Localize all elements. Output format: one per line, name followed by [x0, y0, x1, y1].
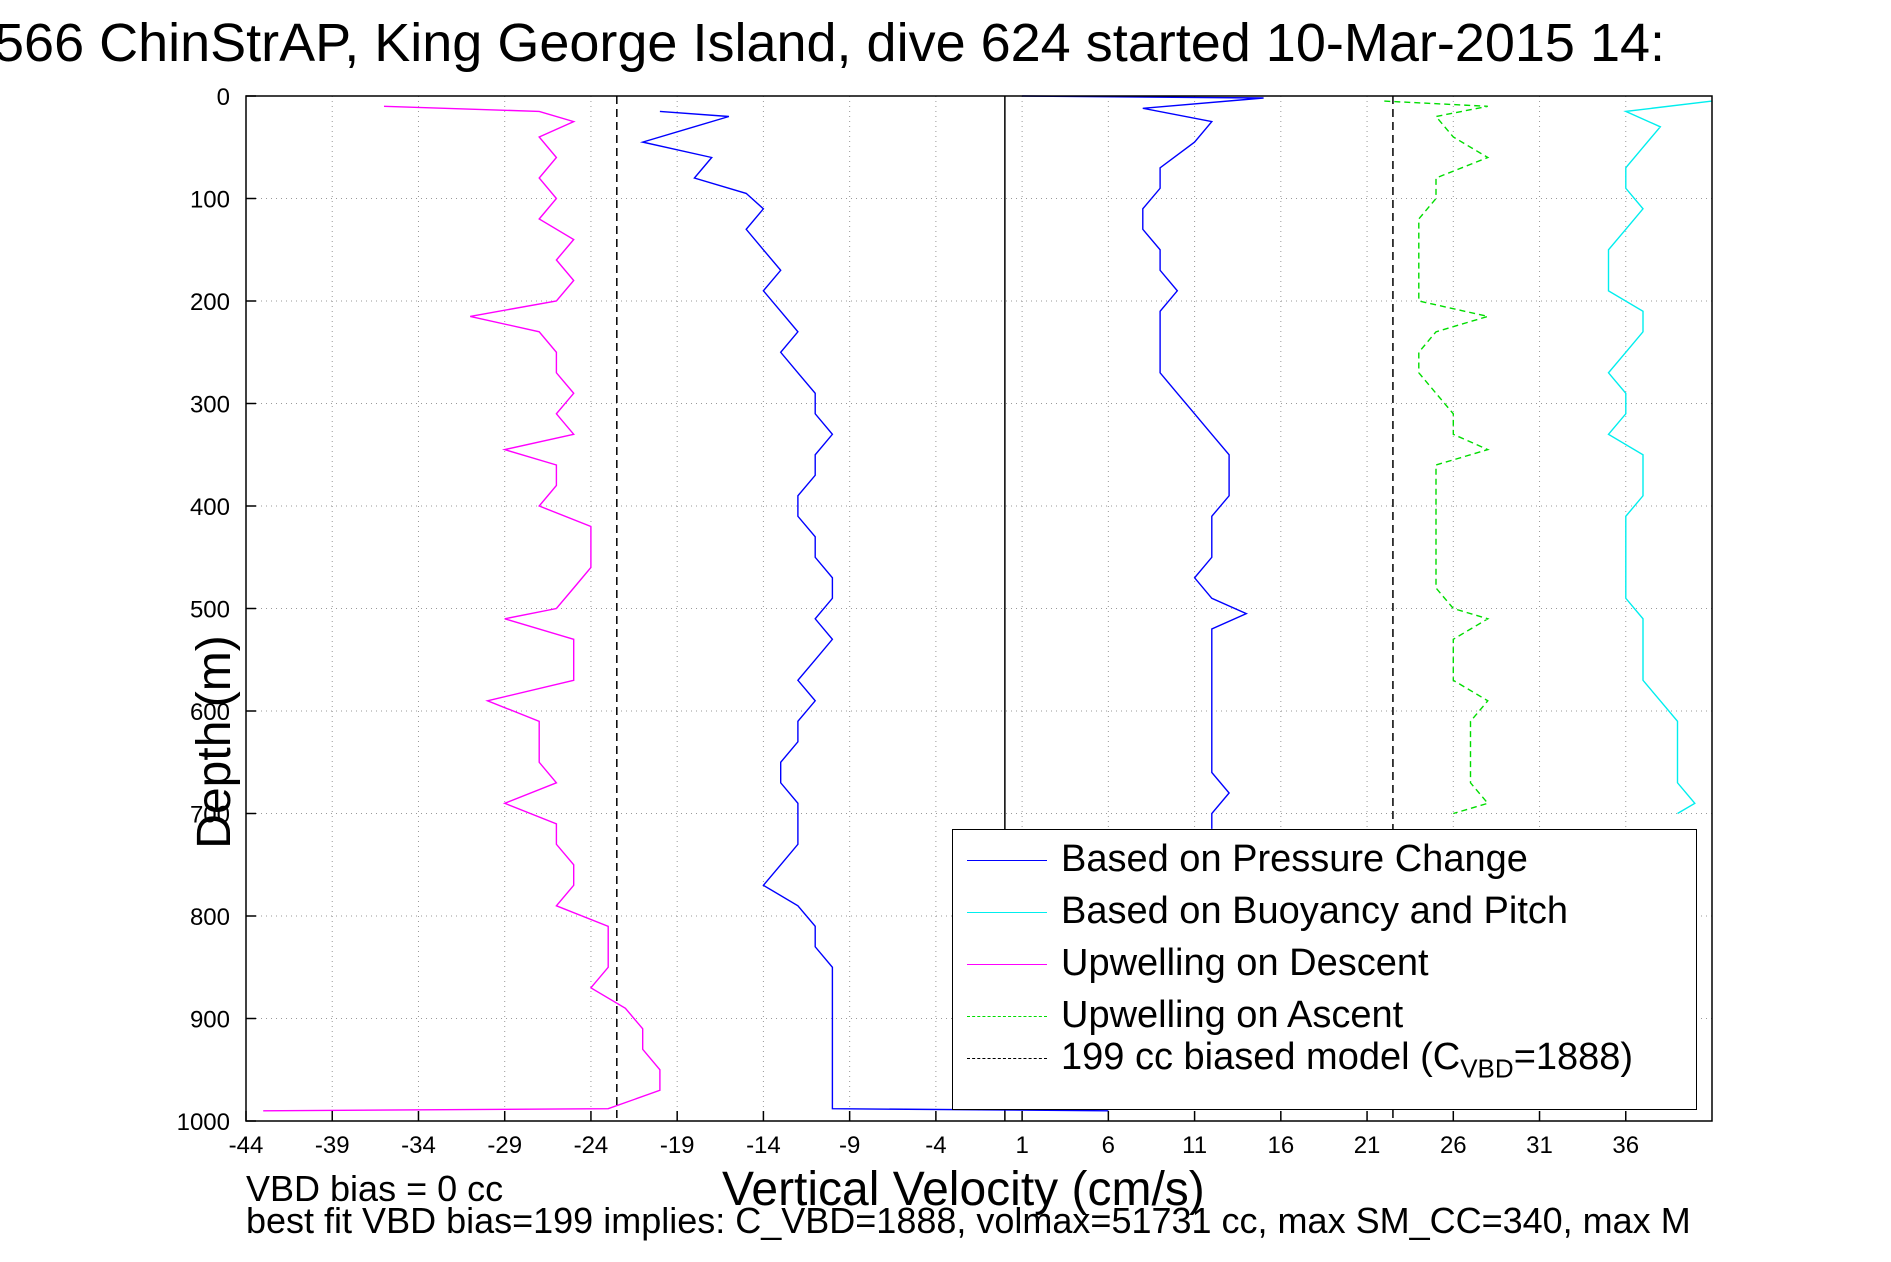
series-line-3-0 [1384, 100, 1491, 815]
x-tick-label-16: 36 [1612, 1132, 1639, 1159]
y-tick-label-7: 700 [190, 802, 230, 829]
chart-title: 566 ChinStrAP, King George Island, dive … [0, 13, 1666, 73]
x-tick-label-10: 6 [1102, 1132, 1115, 1159]
series-line-2-0 [263, 105, 661, 1112]
legend-item-ascent: Upwelling on Ascent [953, 992, 1696, 1040]
y-tick-label-9: 900 [190, 1007, 230, 1034]
x-tick-label-9: 1 [1015, 1132, 1028, 1159]
y-tick-label-0: 0 [217, 84, 230, 111]
series-line-0-1 [1022, 95, 1264, 829]
legend-swatch-pressure [967, 860, 1047, 861]
y-tick-label-5: 500 [190, 597, 230, 624]
legend-label-biased-model-sub: VBD [1460, 1053, 1514, 1084]
legend-label-descent: Upwelling on Descent [1061, 942, 1429, 984]
best-fit-note: best fit VBD bias=199 implies: C_VBD=188… [246, 1200, 1691, 1241]
x-tick-label-12: 16 [1267, 1132, 1294, 1159]
x-tick-label-8: -4 [925, 1132, 946, 1159]
x-tick-label-3: -29 [487, 1132, 522, 1159]
series-line-0-0 [639, 110, 1109, 1112]
legend-item-biased-model: 199 cc biased model (CVBD=1888) [953, 1034, 1696, 1085]
y-axis-label: Depth (m) [188, 635, 242, 849]
legend-swatch-descent [967, 964, 1047, 965]
x-tick-label-5: -19 [660, 1132, 695, 1159]
x-tick-label-6: -14 [746, 1132, 781, 1159]
x-tick-label-15: 31 [1526, 1132, 1553, 1159]
y-tick-label-4: 400 [190, 494, 230, 521]
x-tick-label-2: -34 [401, 1132, 436, 1159]
legend-label-buoyancy: Based on Buoyancy and Pitch [1061, 890, 1569, 932]
x-tick-label-4: -24 [574, 1132, 609, 1159]
y-tick-label-2: 200 [190, 289, 230, 316]
x-tick-label-7: -9 [839, 1132, 860, 1159]
legend-item-buoyancy: Based on Buoyancy and Pitch [953, 888, 1696, 936]
legend-item-pressure: Based on Pressure Change [953, 836, 1696, 884]
legend-swatch-biased-model [967, 1058, 1047, 1059]
legend-swatch-buoyancy [967, 912, 1047, 913]
y-tick-label-10: 1000 [177, 1109, 230, 1136]
y-tick-label-8: 800 [190, 904, 230, 931]
legend-swatch-ascent [967, 1016, 1047, 1017]
chart-legend: Based on Pressure Change Based on Buoyan… [952, 829, 1697, 1110]
x-tick-label-11: 11 [1182, 1132, 1207, 1159]
y-tick-label-3: 300 [190, 392, 230, 419]
y-tick-label-1: 100 [190, 187, 230, 214]
x-tick-label-13: 21 [1354, 1132, 1381, 1159]
legend-label-pressure: Based on Pressure Change [1061, 838, 1528, 880]
legend-label-biased-model-main: 199 cc biased model (C [1061, 1036, 1461, 1078]
series-line-1-0 [1607, 100, 1713, 815]
x-tick-label-14: 26 [1440, 1132, 1467, 1159]
vbd-bias-note: VBD bias = 0 cc [246, 1168, 504, 1209]
legend-label-ascent: Upwelling on Ascent [1061, 994, 1404, 1036]
x-axis-label: Vertical Velocity (cm/s) [722, 1163, 1205, 1216]
legend-item-descent: Upwelling on Descent [953, 940, 1696, 988]
legend-label-biased-model-tail: =1888) [1513, 1036, 1634, 1078]
legend-label-biased-model: 199 cc biased model (CVBD=1888) [1061, 1036, 1633, 1085]
y-tick-label-6: 600 [190, 699, 230, 726]
x-tick-label-1: -39 [315, 1132, 350, 1159]
x-tick-label-0: -44 [229, 1132, 264, 1159]
